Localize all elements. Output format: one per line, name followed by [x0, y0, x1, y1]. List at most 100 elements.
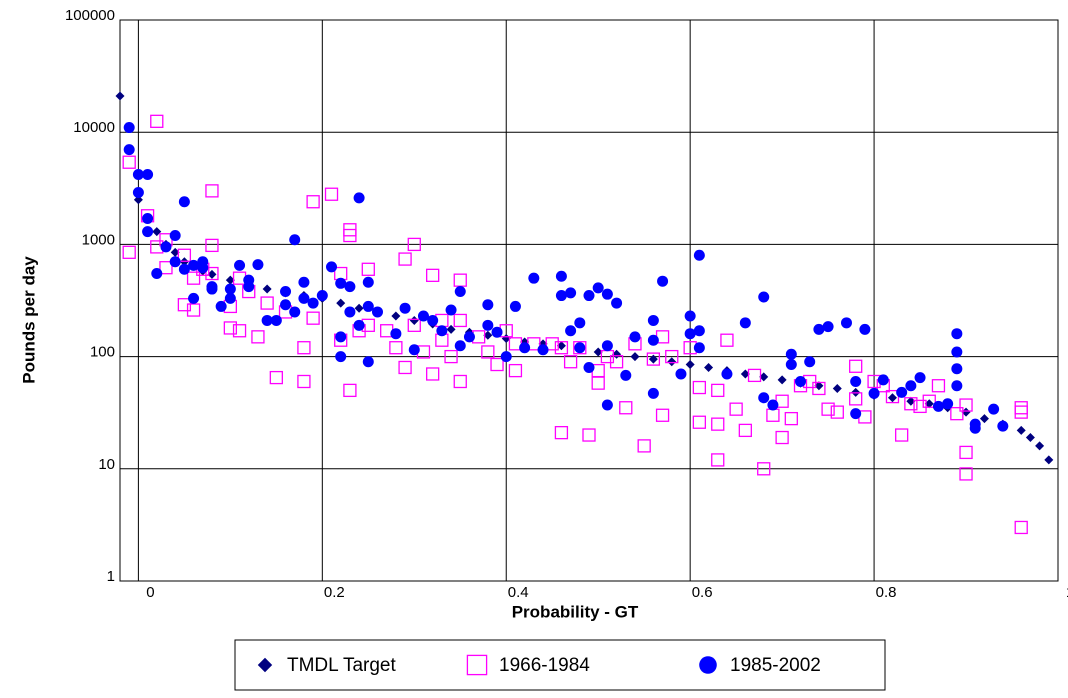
- point: [711, 453, 725, 467]
- point: [685, 360, 695, 370]
- point: [353, 319, 365, 331]
- point: [261, 314, 273, 326]
- point: [445, 304, 457, 316]
- point: [704, 362, 714, 372]
- x-tick-label: 0: [146, 584, 154, 601]
- point: [609, 355, 624, 369]
- point: [813, 323, 825, 335]
- point: [306, 195, 320, 209]
- point: [804, 356, 816, 368]
- point: [491, 326, 503, 338]
- point: [574, 317, 586, 329]
- point: [565, 287, 577, 299]
- point: [1035, 441, 1045, 451]
- point: [362, 300, 374, 312]
- point: [243, 281, 255, 293]
- point: [850, 375, 862, 387]
- point: [398, 360, 412, 375]
- point: [399, 302, 411, 314]
- point: [417, 310, 429, 322]
- legend-marker: [699, 656, 717, 674]
- point: [427, 314, 439, 326]
- point: [556, 341, 566, 351]
- point: [637, 439, 651, 453]
- point: [170, 247, 180, 257]
- point: [777, 375, 787, 385]
- point: [306, 311, 320, 325]
- point: [407, 237, 421, 252]
- point: [123, 144, 135, 156]
- point: [343, 228, 357, 243]
- point: [655, 408, 670, 422]
- point: [344, 281, 356, 293]
- point: [1025, 433, 1035, 443]
- point: [289, 234, 301, 246]
- point: [812, 381, 826, 396]
- point: [115, 91, 125, 101]
- point: [188, 292, 200, 304]
- y-tick-label: 1000: [82, 231, 115, 248]
- point: [232, 324, 247, 338]
- point: [298, 276, 310, 288]
- point: [362, 356, 374, 368]
- point: [565, 325, 577, 337]
- point: [289, 306, 301, 318]
- point: [335, 351, 347, 363]
- point: [1016, 425, 1026, 435]
- point: [693, 325, 705, 337]
- point: [519, 342, 531, 354]
- point: [693, 249, 705, 261]
- point: [832, 383, 842, 393]
- point: [344, 306, 356, 318]
- point: [950, 407, 964, 421]
- point: [997, 420, 1009, 432]
- point: [298, 292, 310, 304]
- point: [747, 368, 762, 383]
- point: [877, 374, 889, 386]
- point: [692, 415, 707, 429]
- point: [840, 317, 852, 329]
- point: [1014, 405, 1028, 419]
- point: [924, 399, 934, 409]
- point: [859, 323, 871, 335]
- x-tick-label: 0.8: [876, 584, 897, 601]
- point: [904, 397, 918, 411]
- legend-label: TMDL Target: [287, 655, 396, 676]
- point: [545, 337, 559, 351]
- point: [297, 341, 311, 355]
- point: [188, 259, 200, 271]
- point: [307, 297, 319, 309]
- point: [436, 325, 448, 337]
- point: [408, 344, 420, 356]
- point: [757, 462, 771, 476]
- point: [931, 379, 946, 393]
- point: [269, 370, 283, 385]
- point: [822, 321, 834, 333]
- y-axis-title: Pounds per day: [19, 256, 38, 384]
- point: [186, 303, 201, 317]
- point: [775, 430, 789, 445]
- point: [959, 445, 973, 460]
- point: [409, 315, 419, 325]
- x-tick-label: 0.4: [508, 584, 529, 601]
- point: [563, 355, 578, 369]
- point: [509, 300, 521, 312]
- point: [178, 196, 190, 208]
- point: [896, 386, 908, 398]
- legend-marker: [466, 654, 488, 676]
- point: [500, 351, 512, 363]
- point: [850, 408, 862, 420]
- point: [951, 346, 963, 358]
- point: [601, 288, 613, 300]
- point: [932, 400, 944, 412]
- point: [573, 341, 587, 355]
- point: [959, 398, 973, 412]
- y-tick-label: 100: [90, 344, 115, 361]
- point: [814, 381, 824, 391]
- point: [629, 331, 641, 343]
- point: [251, 330, 265, 344]
- point: [582, 428, 596, 442]
- point: [592, 282, 604, 294]
- point: [122, 155, 136, 169]
- point: [234, 259, 246, 271]
